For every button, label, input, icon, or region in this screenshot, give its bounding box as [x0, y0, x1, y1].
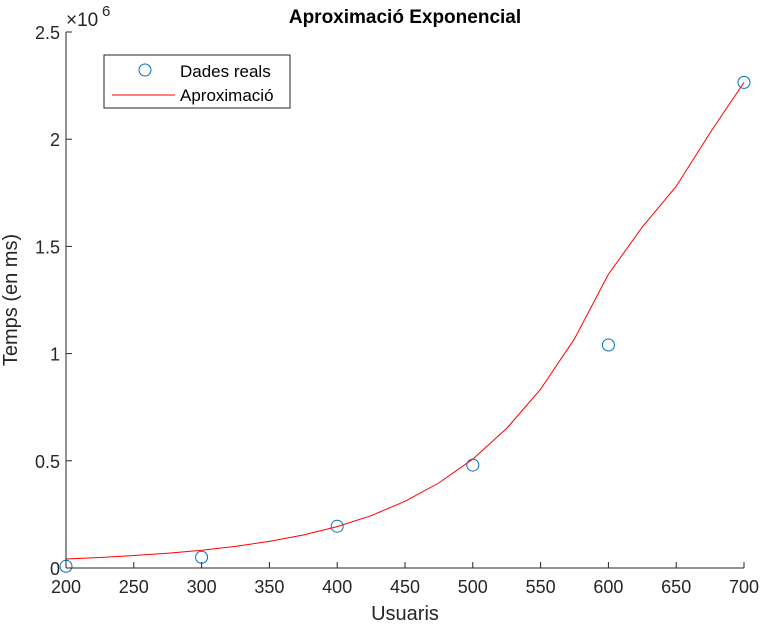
y-tick-label: 2.5 — [35, 23, 60, 43]
marker-layer — [59, 75, 751, 573]
y-tick-label: 0.5 — [35, 452, 60, 472]
chart-title: Aproximació Exponencial — [289, 7, 521, 28]
x-tick-label: 500 — [458, 577, 488, 597]
y-axis-label: Temps (en ms) — [0, 234, 22, 366]
x-tick-label: 400 — [322, 577, 352, 597]
legend: Dades reals Aproximació — [103, 54, 291, 109]
legend-label-aproximacio: Aproximació — [180, 86, 274, 105]
plot-area — [66, 32, 744, 568]
y-axis-multiplier-base: ×10 — [66, 10, 98, 31]
y-tick-label: 1.5 — [35, 237, 60, 257]
x-tick-label: 650 — [661, 577, 691, 597]
y-tick-label: 2 — [50, 130, 60, 150]
data-point-dades-reals — [466, 458, 480, 472]
y-tick-layer: 0 0.5 1 1.5 2 2.5 — [35, 23, 72, 579]
x-tick-label: 550 — [526, 577, 556, 597]
data-point-dades-reals — [737, 75, 751, 89]
series-line-aproximacio — [65, 82, 745, 560]
legend-label-dades-reals: Dades reals — [180, 62, 271, 81]
x-tick-label: 300 — [187, 577, 217, 597]
y-axis-multiplier-exponent: 6 — [102, 3, 110, 20]
x-tick-label: 350 — [254, 577, 284, 597]
x-tick-label: 250 — [119, 577, 149, 597]
data-point-dades-reals — [330, 519, 344, 533]
x-axis-label: Usuaris — [371, 603, 439, 624]
legend-marker-dades-reals — [138, 63, 152, 77]
legend-box — [103, 54, 291, 109]
x-tick-label: 200 — [51, 577, 81, 597]
data-point-dades-reals — [601, 338, 615, 352]
x-tick-label: 700 — [729, 577, 759, 597]
y-tick-label: 1 — [50, 345, 60, 365]
x-tick-label: 450 — [390, 577, 420, 597]
curve-layer — [65, 82, 745, 560]
y-tick-label: 0 — [50, 559, 60, 579]
x-tick-label: 600 — [593, 577, 623, 597]
x-tick-layer: 200 250 300 350 400 450 500 550 600 650 700 — [51, 562, 759, 597]
